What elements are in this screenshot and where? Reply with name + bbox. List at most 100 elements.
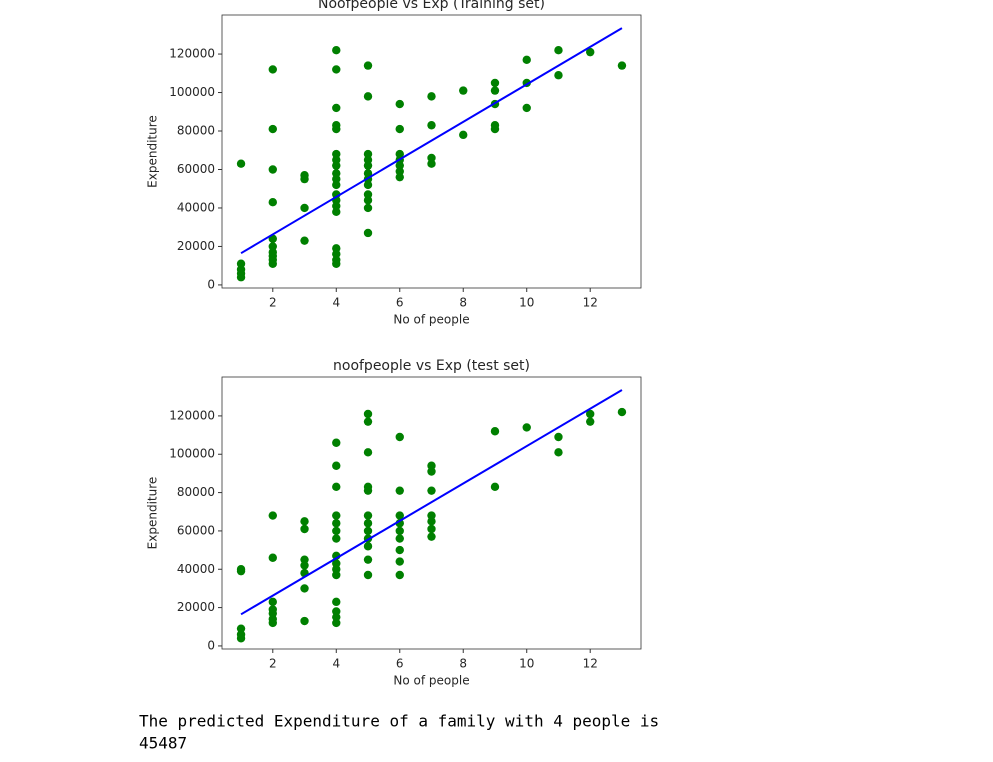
data-point [427,92,436,101]
data-point [395,167,404,176]
data-point [522,55,531,65]
data-point [363,486,373,495]
regression-line [240,27,623,255]
data-point [300,555,309,564]
data-point [522,103,531,113]
data-point [490,124,500,134]
y-tick-label: 0 [207,638,215,652]
data-point [332,461,341,470]
data-point [363,570,373,580]
data-point [300,517,309,526]
x-axis-label: No of people [393,313,469,327]
y-tick-label: 100000 [169,447,215,461]
x-tick-label: 2 [269,296,277,310]
data-point [332,612,341,622]
chart-title: noofpeople vs Exp (test set) [333,358,530,374]
data-point [363,555,373,564]
data-point [300,174,309,184]
data-point [427,517,436,526]
data-point [522,423,531,432]
data-point [395,149,404,159]
data-point [332,570,341,580]
data-point [268,165,277,174]
data-point [363,190,373,199]
data-point [363,519,373,528]
data-point [332,511,341,520]
data-point [363,61,373,70]
data-point [332,65,341,74]
data-point [332,438,341,447]
data-point [395,432,404,442]
data-point [268,511,277,520]
data-point [332,46,341,55]
data-point [268,609,277,618]
data-point [300,203,309,213]
data-point [395,545,404,555]
y-tick-label: 80000 [177,124,215,138]
data-point [332,519,341,528]
data-point [332,565,341,574]
data-point [363,228,373,238]
data-point [554,71,563,80]
data-point [300,584,309,593]
x-tick-label: 12 [583,657,598,671]
data-point [586,417,595,426]
x-tick-label: 8 [459,657,467,671]
data-point [490,86,500,95]
plot-area [221,14,642,289]
data-point [236,566,246,576]
data-point [459,86,468,95]
data-point [395,172,404,182]
data-point [586,409,595,419]
data-point [427,159,436,168]
chart-title: Noofpeople vs Exp (Training set) [318,0,545,12]
data-point [332,526,341,536]
data-point [236,624,246,633]
data-point [395,486,404,495]
data-point [332,618,341,628]
data-point [332,559,341,568]
data-point [332,169,341,178]
data-point [490,482,500,492]
data-point [363,92,373,101]
data-point [459,130,468,140]
x-tick-label: 12 [583,296,598,310]
data-point [332,124,341,134]
x-tick-label: 8 [459,296,467,310]
data-point [268,553,277,562]
data-point [332,161,341,170]
data-point [332,155,341,165]
data-point [427,467,436,476]
y-tick-label: 20000 [177,600,215,614]
data-point [554,46,563,55]
output-value: 45487 [139,734,187,753]
data-point [268,618,277,628]
data-point [363,203,373,213]
data-point [332,149,341,159]
data-point [236,159,246,168]
data-point [236,259,246,268]
data-point [363,511,373,520]
data-point [236,634,246,643]
data-point [332,174,341,184]
data-point [363,417,373,426]
x-tick-label: 10 [519,296,534,310]
data-point [363,526,373,536]
x-tick-label: 6 [396,657,404,671]
y-tick-label: 120000 [169,408,215,422]
y-tick-label: 20000 [177,239,215,253]
data-point [268,197,277,207]
data-point [617,407,627,417]
y-tick-label: 60000 [177,523,215,537]
data-point [427,153,436,163]
data-point [332,259,341,268]
data-point [490,427,500,436]
data-point [363,409,373,419]
data-point [395,526,404,536]
data-point [268,259,277,268]
y-tick-label: 60000 [177,162,215,176]
data-point [332,607,341,616]
data-point [332,482,341,492]
data-point [395,570,404,580]
